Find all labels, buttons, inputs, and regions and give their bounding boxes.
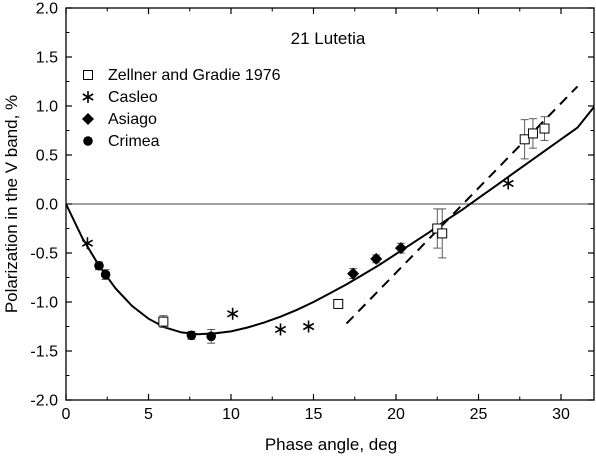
zellner-point (539, 123, 550, 134)
asiago-point (370, 252, 383, 265)
zellner-point (519, 134, 530, 145)
y-axis-title: Polarization in the V band, % (2, 95, 21, 313)
x-tick-label: 0 (62, 406, 71, 423)
y-tick-label: -0.5 (30, 246, 58, 263)
chart-title: 21 Lutetia (291, 29, 366, 48)
axis-ticks (65, 7, 594, 401)
crimea-point (186, 330, 197, 341)
legend-item: Crimea (83, 133, 160, 150)
zellner-point (437, 228, 448, 239)
legend-marker-open-square (83, 70, 93, 80)
x-tick-label: 10 (222, 406, 240, 423)
casleo-point (502, 177, 514, 190)
legend-marker-filled-diamond (82, 113, 94, 125)
x-tick-label: 30 (552, 406, 570, 423)
y-tick-label: -1.0 (30, 295, 58, 312)
legend-marker-filled-circle (83, 136, 93, 146)
y-tick-label: -2.0 (30, 393, 58, 410)
x-tick-label: 5 (144, 406, 153, 423)
y-tick-label: -1.5 (30, 344, 58, 361)
crimea-point (206, 331, 216, 342)
series-open-square (158, 116, 550, 328)
y-tick-label: 0.5 (36, 148, 58, 165)
dashed-fit-line (345, 85, 579, 325)
y-tick-label: 2.0 (36, 1, 58, 18)
legend-item: Casleo (82, 89, 158, 106)
casleo-point (227, 307, 239, 320)
series-asterisk (81, 177, 514, 336)
axis-labels: 0 5 10 15 20 25 30 -2.0 -1.5 -1.0 -0.5 0.0 0.5 1.0 1.5… (30, 1, 570, 424)
plot-content (66, 85, 594, 344)
legend-label: Asiago (108, 111, 157, 128)
y-tick-label: 0.0 (36, 197, 58, 214)
legend-item: Zellner and Gradie 1976 (83, 67, 281, 84)
legend-label: Casleo (108, 89, 158, 106)
x-tick-label: 20 (387, 406, 405, 423)
y-tick-label: 1.0 (36, 99, 58, 116)
solid-fit-curve (66, 106, 594, 336)
legend-marker-asterisk (82, 91, 94, 103)
series-filled-diamond (347, 242, 407, 280)
legend-label: Crimea (108, 133, 160, 150)
x-tick-label: 25 (470, 406, 488, 423)
legend: Zellner and Gradie 1976 Casleo Asiago Crime… (82, 67, 281, 150)
crimea-point (100, 269, 111, 280)
asiago-point (347, 267, 360, 280)
casleo-point (302, 320, 315, 333)
x-axis-title: Phase angle, deg (265, 435, 397, 454)
casleo-point (81, 237, 94, 250)
legend-label: Zellner and Gradie 1976 (108, 67, 281, 84)
casleo-point (274, 323, 287, 336)
asiago-point (394, 242, 407, 255)
legend-item: Asiago (82, 111, 157, 128)
zellner-point (333, 298, 344, 309)
crimea-point (94, 260, 104, 271)
x-tick-label: 15 (305, 406, 323, 423)
y-tick-label: 1.5 (36, 50, 58, 67)
series-filled-circle (94, 260, 216, 344)
zellner-point (527, 128, 538, 139)
zellner-point (158, 316, 169, 327)
